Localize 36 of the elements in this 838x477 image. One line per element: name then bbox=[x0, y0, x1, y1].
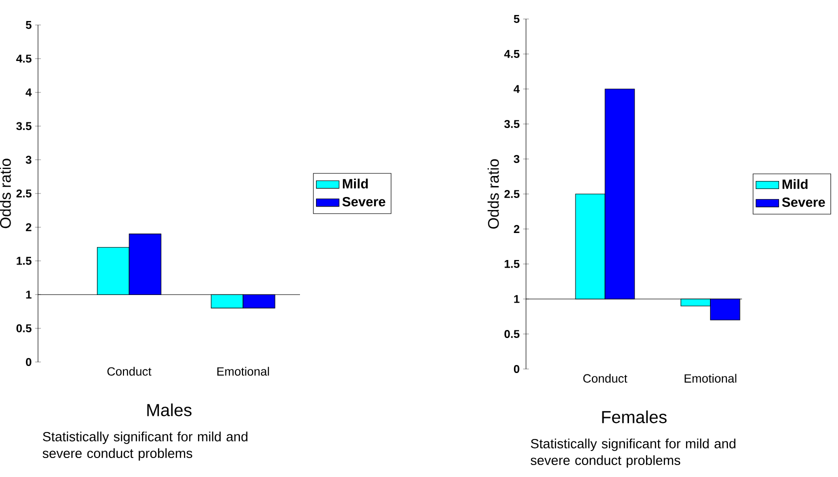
y-tick-label: 0.5 bbox=[504, 330, 520, 338]
y-tick-label: 1 bbox=[26, 290, 32, 298]
y-axis-title: Odds ratio bbox=[0, 158, 11, 228]
y-tick-label: 5 bbox=[514, 15, 520, 23]
legend-label: Mild bbox=[782, 179, 808, 189]
y-tick-label: 3.5 bbox=[16, 122, 32, 130]
x-tick-label: Conduct bbox=[107, 366, 152, 376]
y-tick-label: 2 bbox=[514, 225, 520, 233]
x-tick-label: Emotional bbox=[684, 374, 736, 383]
y-axis-title: Odds ratio bbox=[488, 159, 499, 229]
y-tick-label: 4.5 bbox=[16, 54, 32, 63]
y-tick-label: 1.5 bbox=[16, 256, 32, 265]
x-tick-label: Emotional bbox=[217, 366, 269, 376]
y-tick-label: 0 bbox=[26, 358, 32, 366]
x-axis-title: Females bbox=[602, 410, 667, 424]
y-tick-label: 0.5 bbox=[16, 324, 32, 332]
y-tick-label: 5 bbox=[26, 21, 32, 29]
y-tick-label: 4 bbox=[26, 88, 32, 96]
y-tick-label: 2.5 bbox=[16, 189, 32, 198]
y-tick-label: 1 bbox=[514, 295, 520, 303]
y-tick-label: 3 bbox=[514, 154, 520, 164]
y-tick-label: 1.5 bbox=[504, 260, 520, 268]
legend-label: Severe bbox=[782, 198, 825, 207]
x-axis-title: Males bbox=[147, 404, 192, 416]
legend-label: Mild bbox=[342, 178, 368, 188]
y-tick-label: 4.5 bbox=[504, 50, 520, 58]
text: Statistically significant for mild and severe conduct problems bbox=[42, 432, 248, 461]
y-tick-label: 3.5 bbox=[504, 120, 520, 128]
y-tick-label: 4 bbox=[514, 85, 520, 93]
text: Statistically significant for mild and severe conduct problems bbox=[530, 438, 736, 468]
x-tick-label: Conduct bbox=[583, 374, 628, 383]
y-tick-label: 3 bbox=[26, 156, 32, 164]
y-tick-label: 2.5 bbox=[504, 190, 520, 198]
y-tick-label: 0 bbox=[514, 364, 520, 373]
legend-label: Severe bbox=[342, 197, 386, 206]
y-tick-label: 2 bbox=[26, 223, 32, 232]
